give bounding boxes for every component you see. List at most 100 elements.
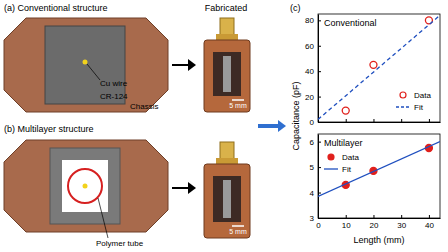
x-tick: 40 [425,215,434,230]
y-tick-label: 5 [310,163,315,172]
column-title: Fabricated [205,3,248,13]
legend-label: Fit [414,103,424,112]
cu-wire [83,184,88,189]
y-tick-mark [318,122,321,123]
label: Cu wire [100,79,128,88]
x-tick: 10 [342,215,351,230]
chart: 0 20 40 60 80 Conventional Data Fit [305,14,440,127]
arrow-head [188,182,196,194]
x-tick-label: 0 [316,221,321,230]
x-axis: 0 10 20 30 40 [316,215,440,230]
x-axis [319,119,441,123]
x-tick-label: 20 [370,221,379,230]
photo: 5 mm [204,18,250,112]
cu-wire [83,60,88,65]
legend: Data Fit [396,91,431,112]
scale-bar-label: 5 mm [229,228,247,235]
x-tick-mark [429,119,430,122]
y-tick-label: 0 [310,118,315,127]
x-axis-line [319,122,441,123]
fit-line [318,15,440,119]
panel-title: (b) Multilayer structure [4,124,94,134]
x-tick-mark [429,215,430,218]
x-tick-label: 10 [342,221,351,230]
inner-gap [62,160,108,212]
y-tick-mark [318,20,321,21]
y-tick-label: 20 [305,93,314,102]
photo-insert [223,180,231,218]
scale-bar [232,99,244,101]
arrow-head [188,59,196,71]
x-axis-line [319,218,441,219]
y-tick-mark [318,71,321,72]
y-tick-label: 80 [305,16,314,25]
panel-b: (b) Multilayer structure Polymer tube [4,124,196,248]
x-tick [429,119,430,122]
x-tick-mark [373,215,374,218]
y-tick-mark [318,142,321,143]
arrow [258,120,286,132]
fabricated: Fabricated 5 mm 5 mm [204,3,286,238]
x-tick [373,119,374,122]
legend-label: Fit [342,165,352,174]
data-point [370,61,377,68]
chassis [4,18,168,112]
legend-label: Data [342,153,359,162]
x-tick-label: 40 [425,221,434,230]
connector-flange [216,34,238,40]
label: CR-124 [100,92,128,101]
plot-marks [318,15,440,119]
connector-flange [216,158,238,164]
label: Chassis [130,102,158,111]
legend-symbol [324,168,338,169]
y-tick: 20 [305,93,321,102]
x-tick: 20 [370,215,379,230]
x-tick: 30 [397,215,406,230]
scale-bar-label: 5 mm [229,102,247,109]
y-tick-label: 60 [305,42,314,51]
plot-frame [318,134,440,218]
y-tick-label: 40 [305,67,314,76]
photo: 5 mm [204,142,250,238]
legend-symbol [396,106,410,107]
legend-symbol [328,154,334,160]
y-tick-mark [318,167,321,168]
legend: Data Fit [324,153,359,174]
legend-symbol [400,92,406,98]
x-tick-mark [401,215,402,218]
photo-body [204,40,250,112]
chassis [4,140,168,232]
panel-a: (a) Conventional structureCu wireCR-124C… [4,3,196,112]
leader-line [87,64,100,80]
plot-marks [318,142,440,197]
arrow-shaft [258,124,280,128]
x-tick-mark [346,119,347,122]
x-tick [346,119,347,122]
y-tick-mark [318,97,321,98]
x-tick-label: 30 [397,221,406,230]
y-tick: 60 [305,42,321,51]
plot-frame [318,14,440,122]
y-tick-mark [318,46,321,47]
x-tick [401,119,402,122]
x-tick-mark [401,119,402,122]
x-tick-mark [346,215,347,218]
y-tick: 3 [310,214,321,223]
y-tick-mark [318,193,321,194]
label: Polymer tube [96,239,144,248]
y-tick: 80 [305,16,321,25]
cr-124-block [50,148,120,224]
arrow [172,182,196,194]
chart-title: Conventional [324,18,377,28]
y-tick-mark [318,218,321,219]
y-axis: 3456 [310,135,321,224]
y-axis: 0 20 40 60 80 [305,15,321,128]
arrow-head [278,120,286,132]
y-axis-line [318,135,319,219]
y-tick: 0 [310,118,321,127]
fit-line [318,142,440,197]
figure: (a) Conventional structureCu wireCR-124C… [0,0,448,252]
leader-line [98,198,108,238]
y-tick-label: 3 [310,214,315,223]
legend-label: Data [414,91,431,100]
